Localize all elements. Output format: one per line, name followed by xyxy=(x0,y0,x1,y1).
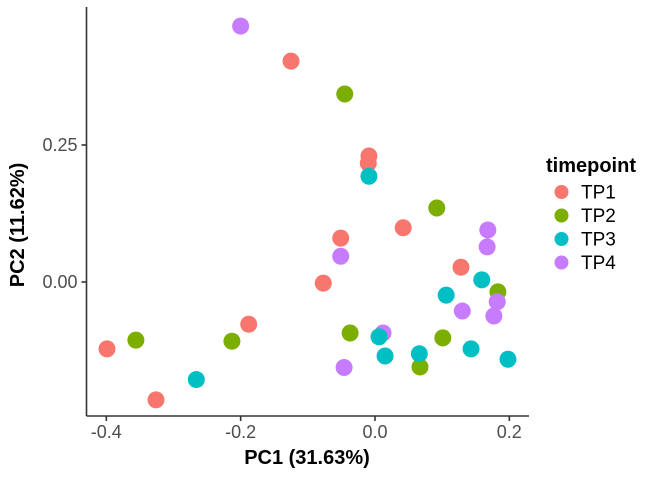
legend-label: TP1 xyxy=(581,183,616,204)
data-point-tp2 xyxy=(223,332,241,350)
data-point-tp2 xyxy=(341,324,359,342)
data-point-tp1 xyxy=(282,52,300,70)
data-point-tp2 xyxy=(434,329,452,347)
data-point-tp1 xyxy=(240,315,258,333)
x-tick-label: -0.4 xyxy=(91,422,122,442)
y-tick-label: 0.00 xyxy=(42,272,77,292)
x-tick-label: 0.0 xyxy=(362,422,387,442)
data-point-tp3 xyxy=(410,345,428,363)
data-point-tp3 xyxy=(376,347,394,365)
legend-item-tp3: TP3 xyxy=(554,230,616,251)
data-point-tp3 xyxy=(187,371,205,389)
data-point-tp1 xyxy=(394,219,412,237)
data-point-tp4 xyxy=(485,307,503,325)
y-tick-label: 0.25 xyxy=(42,135,77,155)
data-point-tp4 xyxy=(332,247,350,265)
data-point-tp2 xyxy=(428,199,446,217)
legend-item-tp4: TP4 xyxy=(554,253,616,274)
data-point-tp2 xyxy=(411,358,429,376)
data-point-tp4 xyxy=(453,302,471,320)
legend-label: TP4 xyxy=(581,253,616,274)
data-point-tp1 xyxy=(98,340,116,358)
legend-title: timepoint xyxy=(546,155,636,177)
data-point-tp1 xyxy=(359,154,377,172)
x-tick-label: 0.2 xyxy=(497,422,522,442)
x-axis-title: PC1 (31.63%) xyxy=(244,447,370,469)
data-point-tp4 xyxy=(488,293,506,311)
data-point-tp3 xyxy=(462,340,480,358)
legend-item-tp1: TP1 xyxy=(554,183,616,204)
legend-key-tp1 xyxy=(554,185,569,199)
data-point-tp4 xyxy=(232,17,250,35)
data-point-tp1 xyxy=(452,258,470,276)
legend-key-tp4 xyxy=(554,255,569,270)
data-point-tp3 xyxy=(437,286,455,304)
legend-label: TP2 xyxy=(581,206,616,227)
data-point-tp4 xyxy=(335,358,353,376)
legend-label: TP3 xyxy=(581,230,616,251)
data-point-tp1 xyxy=(332,229,350,247)
data-point-tp4 xyxy=(479,221,497,239)
legend-key-tp3 xyxy=(554,232,569,246)
data-point-tp3 xyxy=(370,328,388,346)
data-point-tp3 xyxy=(360,167,378,185)
data-point-tp2 xyxy=(336,85,354,103)
points-layer xyxy=(98,17,517,409)
data-point-tp3 xyxy=(473,271,491,289)
axes-layer: -0.4 -0.2 0.0 0.2 0.00 0.25 xyxy=(42,7,529,442)
y-axis-title: PC2 (11.62%) xyxy=(7,163,29,288)
data-point-tp2 xyxy=(127,331,145,349)
data-point-tp3 xyxy=(499,350,517,368)
legend-item-tp2: TP2 xyxy=(554,206,616,227)
data-point-tp1 xyxy=(147,391,165,409)
data-point-tp1 xyxy=(314,274,332,292)
legend-key-tp2 xyxy=(554,208,569,223)
data-point-tp4 xyxy=(478,238,496,256)
x-tick-label: -0.2 xyxy=(225,422,256,442)
